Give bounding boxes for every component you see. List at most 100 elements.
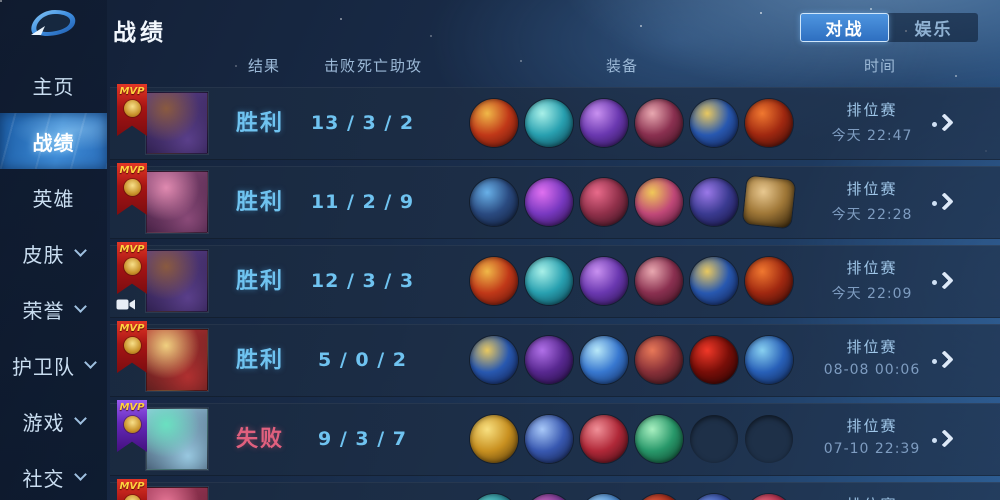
hero-purple-masked [146,92,208,154]
match-row[interactable]: MVP 失败 9 / 3 / 7 排位赛 07-10 22:39 [110,400,1000,476]
laurel-icon [123,495,141,500]
equipment-items [470,494,793,500]
item-blue-gold-spear [690,99,738,147]
chevron-right-icon[interactable] [926,429,962,451]
queue-type: 排位赛 [846,417,898,435]
equipment-items [470,175,796,229]
tab-battle[interactable]: 对战 [800,13,889,42]
chevron-down-icon [73,299,87,313]
item-blue-gold-spear [690,257,738,305]
header-time: 时间 [863,57,897,75]
item-green-staff [635,415,683,463]
empty-slot [745,415,793,463]
tab-casual[interactable]: 娱乐 [914,20,953,40]
item-purple-orb [525,178,573,226]
sidebar-item-6[interactable]: 游戏 [0,393,107,449]
item-red [635,494,683,500]
match-kda: 12 / 3 / 3 [310,270,415,292]
camera-icon [116,296,136,315]
sidebar-item-0[interactable]: 主页 [32,74,75,99]
chevron-down-icon [73,411,87,425]
item-blue-boots [470,178,518,226]
item-crimson [745,494,793,500]
sidebar-item-4[interactable]: 荣誉 [0,281,107,337]
chevron-right-icon[interactable] [926,113,962,135]
item-ice-blade [745,336,793,384]
hero-pink-dragon [146,171,208,233]
match-time: 今天 22:47 [831,128,913,144]
sidebar-item-2[interactable]: 英雄 [32,186,75,211]
queue-type: 排位赛 [846,338,898,356]
mvp-badge: MVP [117,479,147,500]
item-teal [470,494,518,500]
header-assists: 助攻 [389,57,423,75]
chevron-down-icon [73,467,87,481]
item-gold-wings [470,415,518,463]
hero-purple-masked [146,250,208,312]
item-purple-blade [580,257,628,305]
equipment-items [470,415,793,463]
item-blue-gold-spear [470,336,518,384]
match-result: 胜利 [235,190,284,215]
match-result: 胜利 [235,269,284,294]
item-cyan-boots [525,99,573,147]
item-magenta-gold-relic [635,178,683,226]
match-row[interactable]: MVP 排位赛 [110,479,1000,500]
match-row[interactable]: MVP 胜利 11 / 2 / 9 排位赛 今天 22:28 [110,163,1000,239]
item-ice-crystal [580,336,628,384]
item-red-armor [580,415,628,463]
item-frost-relic [525,415,573,463]
item-crimson-armor [635,257,683,305]
match-result: 胜利 [235,111,284,136]
hero-blonde-red [146,329,208,391]
sidebar: 主页 战绩 英雄 皮肤 荣誉 护卫队 游戏 社交 [0,0,107,500]
equipment-items [470,336,793,384]
queue-type: 排位赛 [802,494,942,500]
chevron-right-icon[interactable] [926,271,962,293]
laurel-icon [123,337,141,354]
sidebar-item-5[interactable]: 护卫队 [0,337,107,393]
match-row[interactable]: MVP 胜利 5 / 0 / 2 排位赛 08-08 00:06 [110,321,1000,397]
item-cyan-boots [525,257,573,305]
mvp-badge: MVP [117,400,147,452]
item-brown-book [742,175,796,229]
item-purple-blade [525,336,573,384]
chevron-down-icon [73,243,87,257]
sidebar-item-7[interactable]: 社交 [0,449,107,500]
match-row[interactable]: MVP 胜利 13 / 3 / 2 排位赛 今天 22:47 [110,84,1000,160]
item-red-blade [470,257,518,305]
item-red-purple-mask [580,178,628,226]
laurel-icon [123,258,141,275]
page-title: 战绩 [113,20,167,46]
equipment-items [470,257,793,305]
sidebar-item-3[interactable]: 皮肤 [0,225,107,281]
item-red-blade [470,99,518,147]
equipment-items [470,99,793,147]
item-purple [525,494,573,500]
mvp-badge: MVP [117,163,147,215]
chevron-down-icon [84,355,97,369]
table-header: 结果 击败 死亡 助攻 装备 时间 [0,55,1000,79]
queue-type: 排位赛 [846,180,898,198]
match-row[interactable]: MVP 胜利 12 / 3 / 3 排位赛 今天 22:09 [110,242,1000,318]
mvp-badge: MVP [117,84,147,136]
match-time: 今天 22:28 [831,207,913,223]
mvp-badge: MVP [117,242,147,294]
queue-type: 排位赛 [846,259,898,277]
item-purple-blade [580,99,628,147]
sidebar-item-1[interactable]: 战绩 [0,113,107,169]
item-light-blue [580,494,628,500]
queue-type: 排位赛 [846,101,898,119]
header-result: 结果 [247,57,281,75]
match-kda: 5 / 0 / 2 [318,349,407,371]
mode-tabs: 对战 娱乐 [800,13,978,42]
match-result: 胜利 [235,348,284,373]
match-time: 07-10 22:39 [823,441,921,457]
mvp-badge: MVP [117,321,147,373]
item-blue [690,494,738,500]
match-kda: 13 / 3 / 2 [310,112,415,134]
header-deaths: 死亡 [356,57,390,75]
chevron-right-icon[interactable] [926,192,962,214]
chevron-right-icon[interactable] [926,350,962,372]
header-equipment: 装备 [605,57,639,75]
